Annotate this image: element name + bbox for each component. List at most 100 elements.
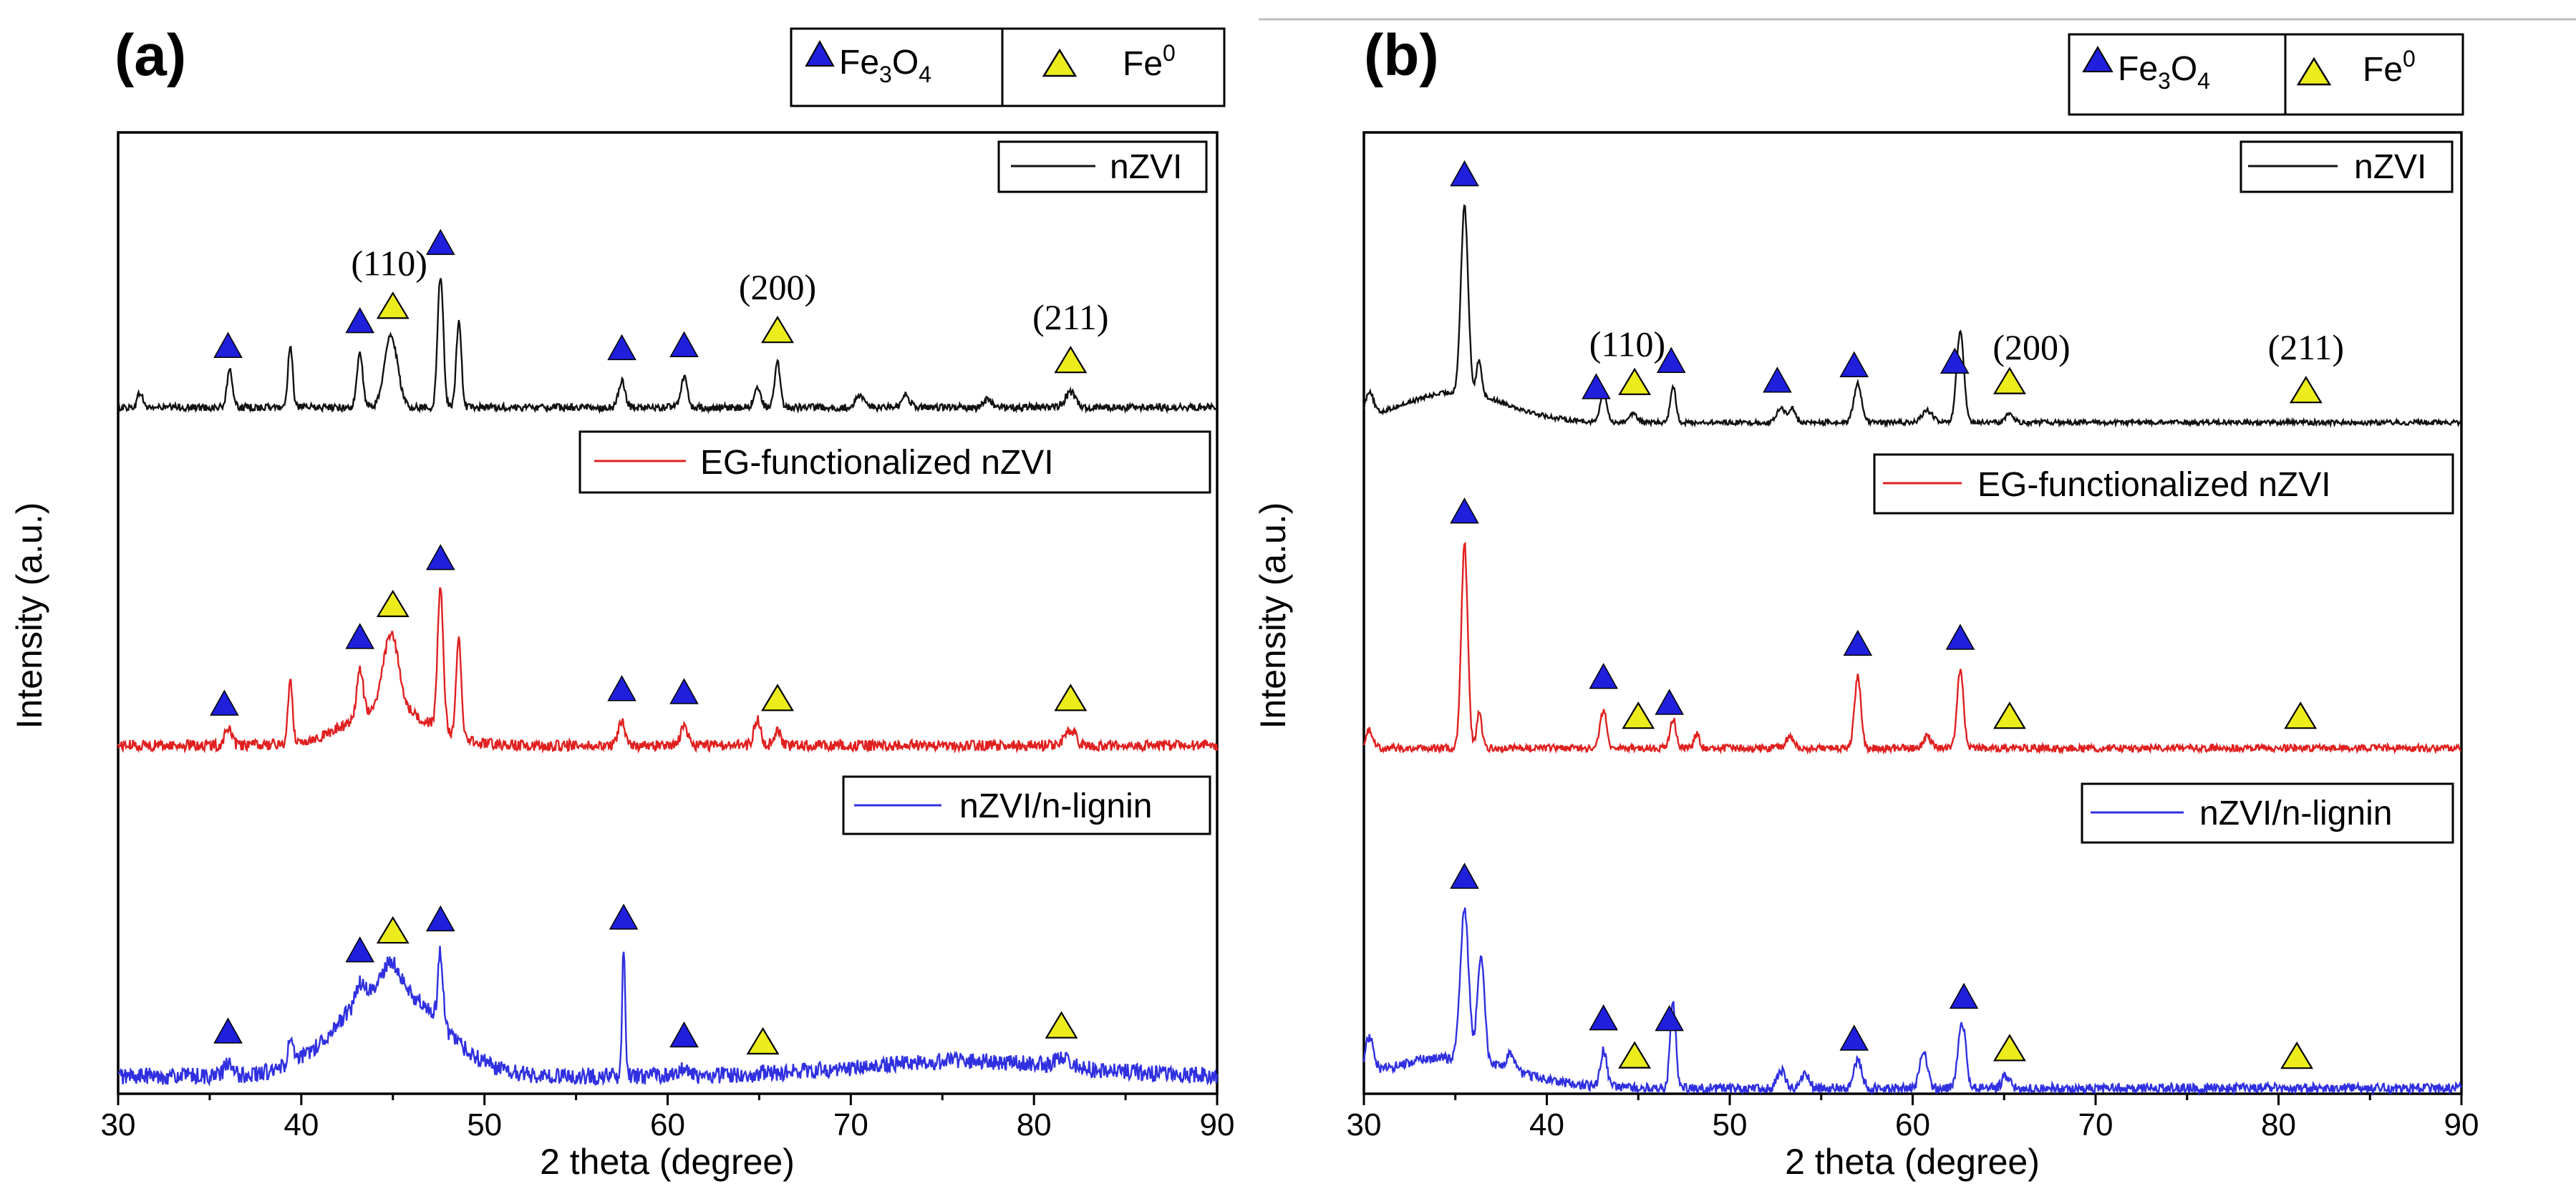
panel-b-series-legends: nZVI EG-functionalized nZVI nZVI/n-ligni… — [1873, 140, 2454, 844]
crystal-plane-label: (200) — [1992, 327, 2070, 367]
legend-fe3o4-marker — [2082, 46, 2113, 72]
fe0-peak-marker — [746, 1026, 780, 1055]
fe0-peak-marker — [1992, 701, 2026, 729]
fe3o4-peak-marker — [1656, 346, 1686, 373]
legend-fe0-label: Fe0 — [1123, 40, 1176, 83]
panel-b-traces — [1362, 204, 2463, 1097]
panel-a-legend-lignin-label: nZVI/n-lignin — [959, 787, 1152, 825]
panel-a-legend-nzvi-label: nZVI — [1110, 148, 1182, 186]
fe0-peak-marker — [1054, 346, 1088, 374]
fe3o4-peak-marker — [1582, 373, 1611, 399]
fe0-peak-marker — [376, 291, 410, 319]
xrd-trace-eg-functionalized-nzvi — [117, 587, 1219, 754]
x-tick-label: 40 — [1529, 1107, 1564, 1142]
fe3o4-peak-marker — [607, 334, 636, 361]
panel-a-legend-eg-label: EG-functionalized nZVI — [700, 444, 1054, 482]
legend-fe3o4-label: Fe3O4 — [2118, 50, 2210, 94]
fe3o4-peak-marker — [1839, 351, 1869, 377]
x-tick-label: 70 — [2078, 1107, 2113, 1142]
fe0-peak-marker — [1054, 684, 1088, 712]
legend-fe0-marker — [2296, 57, 2332, 86]
legend-fe3o4-marker — [805, 39, 835, 67]
fe0-peak-marker — [2280, 1042, 2313, 1069]
legend-fe0-marker — [1042, 48, 1078, 77]
xrd-trace-nzvi-n-lignin — [1362, 907, 2463, 1097]
x-tick-label: 50 — [1713, 1107, 1748, 1142]
crystal-plane-label: (110) — [351, 243, 427, 283]
fe3o4-peak-marker — [213, 1017, 243, 1044]
fe0-peak-marker — [761, 316, 794, 344]
panel-b: (b) Fe3O4 Fe0 30 40 50 60 70 80 90 2 theta (de… — [1253, 23, 2479, 1182]
legend-fe3o4-label: Fe3O4 — [839, 44, 931, 87]
fe3o4-peak-marker — [345, 623, 374, 649]
panel-b-legend-lignin-label: nZVI/n-lignin — [2199, 795, 2392, 832]
fe3o4-peak-marker — [669, 1021, 699, 1048]
fe3o4-peak-marker — [609, 903, 639, 930]
fe0-peak-marker — [1992, 366, 2026, 394]
panel-b-x-axis: 30 40 50 60 70 80 90 — [1347, 1094, 2479, 1142]
fe3o4-peak-marker — [1450, 863, 1479, 889]
fe0-peak-marker — [1045, 1011, 1078, 1039]
panel-a-label: (a) — [115, 23, 186, 88]
panel-b-plane-labels: (110) (200) (211) — [1589, 324, 2344, 367]
panel-b-plot-frame — [1362, 131, 2463, 1095]
fe0-peak-marker — [2284, 701, 2318, 729]
fe0-peak-marker — [376, 916, 410, 944]
fe3o4-peak-marker — [1763, 366, 1792, 393]
panel-b-peak-markers — [1450, 160, 2323, 1069]
x-tick-label: 70 — [833, 1107, 868, 1142]
x-tick-label: 30 — [1347, 1107, 1382, 1142]
panel-b-legend-nzvi-label: nZVI — [2354, 148, 2426, 186]
xrd-trace-nzvi-n-lignin — [117, 946, 1219, 1087]
panel-b-y-axis-title: Intensity (a.u.) — [1253, 503, 1293, 729]
panel-a-y-axis-title: Intensity (a.u.) — [9, 503, 49, 729]
crystal-plane-label: (211) — [2268, 327, 2344, 367]
crystal-plane-label: (211) — [1032, 297, 1108, 337]
panel-b-legend-eg-box — [1873, 453, 2454, 515]
panel-a-series-legends: nZVI EG-functionalized nZVI nZVI/n-ligni… — [578, 140, 1211, 835]
panel-b-marker-legend: Fe3O4 Fe0 — [2068, 33, 2464, 116]
xrd-trace-eg-functionalized-nzvi — [1362, 541, 2462, 755]
fe3o4-peak-marker — [669, 331, 699, 357]
x-tick-label: 60 — [1895, 1107, 1930, 1142]
panel-b-label: (b) — [1364, 23, 1439, 88]
panel-a-peak-markers — [210, 228, 1088, 1055]
fe0-peak-marker — [1618, 1041, 1652, 1069]
fe3o4-peak-marker — [210, 689, 239, 716]
fe3o4-peak-marker — [425, 905, 455, 932]
x-tick-label: 80 — [1017, 1107, 1052, 1142]
x-tick-label: 40 — [284, 1107, 319, 1142]
x-tick-label: 60 — [650, 1107, 685, 1142]
panel-a-marker-legend: Fe3O4 Fe0 — [790, 27, 1226, 107]
fe3o4-peak-marker — [345, 936, 374, 963]
panel-a-plane-labels: (110) (200) (211) — [351, 243, 1108, 337]
fe3o4-peak-marker — [1450, 160, 1479, 187]
fe3o4-peak-marker — [425, 544, 455, 571]
fe3o4-peak-marker — [1949, 982, 1979, 1009]
legend-fe3o4-box — [2068, 33, 2287, 116]
fe3o4-peak-marker — [607, 675, 636, 701]
fe3o4-peak-marker — [425, 228, 455, 256]
x-tick-label: 30 — [101, 1107, 136, 1142]
panel-a-x-axis-title: 2 theta (degree) — [540, 1142, 795, 1182]
fe3o4-peak-marker — [1655, 689, 1684, 715]
fe0-peak-marker — [761, 684, 794, 712]
fe3o4-peak-marker — [345, 307, 374, 334]
fe3o4-peak-marker — [1940, 347, 1970, 374]
fe0-peak-marker — [1992, 1034, 2026, 1062]
panel-b-x-axis-title: 2 theta (degree) — [1785, 1142, 2040, 1182]
panel-a: (a) Fe3O4 Fe0 30 40 50 60 70 80 90 2 theta (de… — [9, 23, 1234, 1182]
fe3o4-peak-marker — [1839, 1024, 1869, 1051]
x-tick-label: 80 — [2261, 1107, 2296, 1142]
fe3o4-peak-marker — [1843, 629, 1873, 656]
xrd-trace-nzvi — [1362, 204, 2462, 429]
x-tick-label: 50 — [467, 1107, 502, 1142]
panel-a-traces — [117, 278, 1219, 1087]
fe0-peak-marker — [376, 589, 410, 618]
fe3o4-peak-marker — [1945, 623, 1975, 650]
crystal-plane-label: (200) — [739, 267, 816, 307]
fe0-peak-marker — [1622, 701, 1655, 729]
fe0-peak-marker — [1618, 367, 1652, 395]
xrd-trace-nzvi — [117, 278, 1219, 414]
x-tick-label: 90 — [2444, 1107, 2479, 1142]
